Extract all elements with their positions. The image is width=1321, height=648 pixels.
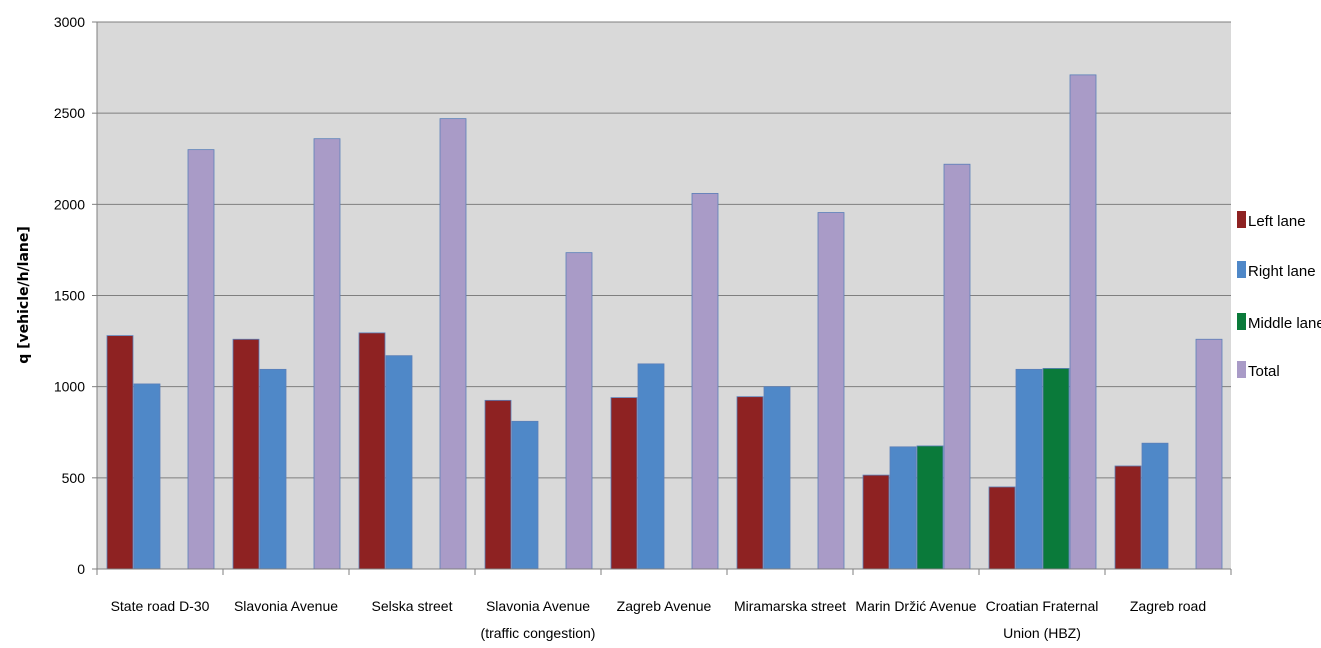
bar-left-lane <box>610 397 638 570</box>
bar-total <box>187 149 215 570</box>
legend-swatch <box>1237 211 1246 228</box>
x-category-label: Slavonia Avenue <box>234 598 338 614</box>
x-category-label: State road D-30 <box>111 598 210 614</box>
bar-right-lane <box>889 446 917 570</box>
bar-left-lane <box>988 486 1016 570</box>
bar-right-lane <box>1141 442 1169 570</box>
y-tick-labels: 0 500 1000 1500 2000 2500 3000 <box>54 14 85 577</box>
bar-left-lane <box>232 338 260 570</box>
y-tick-label: 0 <box>77 561 85 577</box>
y-axis-label: q [vehicle/h/lane] <box>16 226 32 364</box>
bar-total <box>1195 338 1223 570</box>
y-tick-label: 500 <box>62 470 86 486</box>
legend-label: Middle lane <box>1248 315 1321 332</box>
legend-swatch <box>1237 361 1246 378</box>
bar-total <box>565 252 593 570</box>
x-category-label: Selska street <box>372 598 453 614</box>
y-tick-label: 2000 <box>54 196 85 212</box>
bar-left-lane <box>736 396 764 570</box>
y-tick-label: 1500 <box>54 288 85 304</box>
legend-swatch <box>1237 261 1246 278</box>
bar-right-lane <box>511 420 539 570</box>
bar-right-lane <box>133 383 161 570</box>
x-category-label: (traffic congestion) <box>481 625 596 641</box>
bar-left-lane <box>1114 465 1142 570</box>
bar-total <box>439 118 467 570</box>
bar-middle-lane <box>1042 368 1070 570</box>
bar-total <box>943 163 971 570</box>
legend: Left lane Right lane Middle lane Total <box>1237 211 1321 380</box>
bar-middle-lane <box>916 445 944 570</box>
y-tick-label: 2500 <box>54 105 85 121</box>
legend-label: Total <box>1248 363 1280 380</box>
x-category-label: Zagreb Avenue <box>617 598 712 614</box>
bar-left-lane <box>484 399 512 570</box>
bar-total <box>313 138 341 570</box>
legend-label: Left lane <box>1248 213 1306 230</box>
x-category-label: Miramarska street <box>734 598 846 614</box>
legend-label: Right lane <box>1248 263 1316 280</box>
bar-right-lane <box>385 355 413 570</box>
bar-left-lane <box>862 474 890 570</box>
bars <box>106 74 1223 570</box>
x-category-labels: State road D-30 Slavonia Avenue Selska str… <box>111 598 1207 641</box>
bar-right-lane <box>763 386 791 570</box>
y-tick-label: 1000 <box>54 379 85 395</box>
bar-total <box>1069 74 1097 570</box>
x-category-label: Zagreb road <box>1130 598 1206 614</box>
legend-swatch <box>1237 313 1246 330</box>
x-category-label: Marin Držić Avenue <box>855 598 976 614</box>
bar-total <box>691 192 719 570</box>
bar-right-lane <box>1015 368 1043 570</box>
x-category-label: Slavonia Avenue <box>486 598 590 614</box>
bar-left-lane <box>358 332 386 570</box>
y-tick-label: 3000 <box>54 14 85 30</box>
x-category-label: Croatian Fraternal <box>986 598 1099 614</box>
bar-right-lane <box>259 368 287 570</box>
bar-left-lane <box>106 335 134 570</box>
axes <box>92 21 1232 575</box>
bar-right-lane <box>637 363 665 570</box>
bar-total <box>817 212 845 570</box>
x-category-label: Union (HBZ) <box>1003 625 1081 641</box>
